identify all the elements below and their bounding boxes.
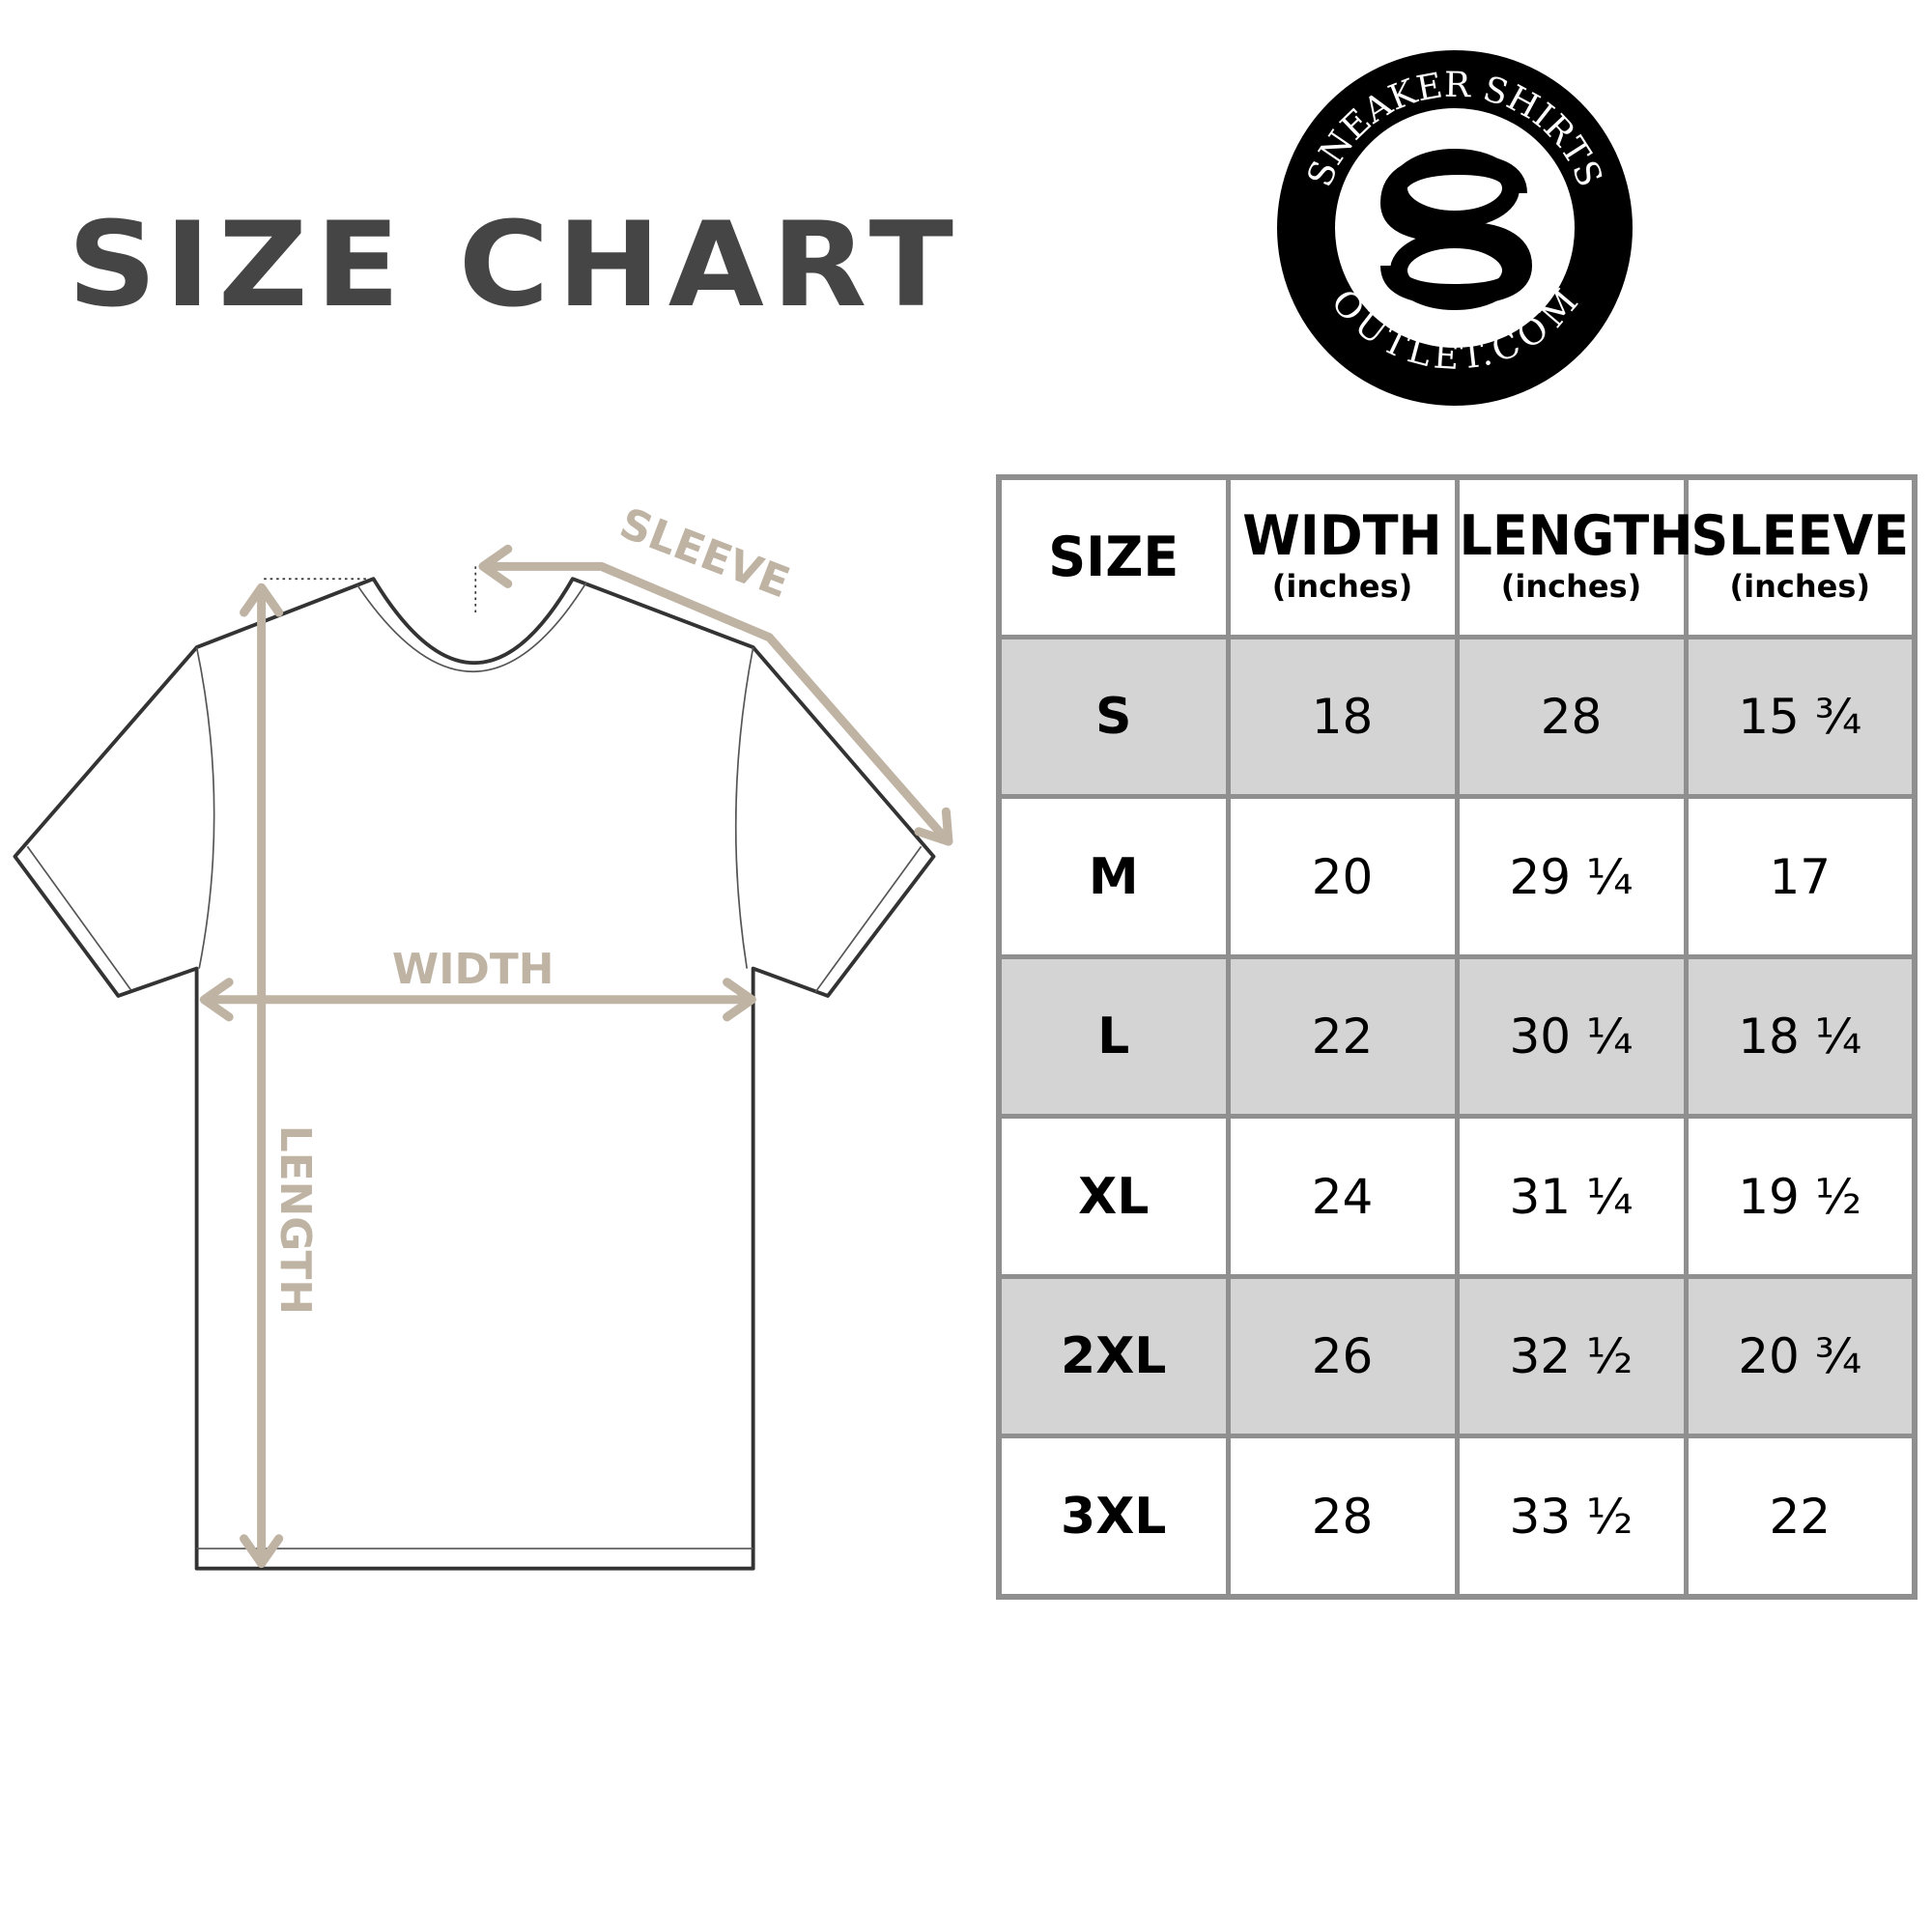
table-header-row: SIZE WIDTH (inches) LENGTH (inches) SLEEVE… xyxy=(996,474,1918,639)
sleeve-cell: 17 xyxy=(1683,794,1918,959)
width-cell: 18 xyxy=(1225,634,1460,800)
size-cell: M xyxy=(996,794,1231,959)
length-cell: 30 ¼ xyxy=(1454,953,1689,1120)
tshirt-outline xyxy=(13,577,936,1571)
header-length: LENGTH (inches) xyxy=(1454,474,1692,639)
width-label: WIDTH xyxy=(392,945,554,994)
sleeve-label: SLEEVE xyxy=(613,498,796,608)
table-row: L 22 30 ¼ 18 ¼ xyxy=(996,953,1918,1120)
sleeve-arrow xyxy=(478,544,953,846)
width-arrow xyxy=(199,978,756,1022)
sneaker-shirts-outlet-logo: SNEAKER SHIRTS OUTLET.COM xyxy=(1277,50,1633,406)
width-cell: 20 xyxy=(1225,794,1460,959)
sleeve-cell: 19 ½ xyxy=(1683,1114,1918,1279)
length-label: LENGTH xyxy=(270,1125,320,1315)
sleeve-cell: 20 ¾ xyxy=(1683,1273,1918,1439)
size-cell: 3XL xyxy=(996,1434,1231,1600)
header-width: WIDTH (inches) xyxy=(1225,474,1460,639)
table-row: 2XL 26 32 ½ 20 ¾ xyxy=(996,1273,1918,1439)
size-cell: S xyxy=(996,634,1231,800)
size-cell: L xyxy=(996,953,1231,1120)
width-cell: 26 xyxy=(1225,1273,1460,1439)
page-title: SIZE CHART xyxy=(68,196,961,334)
sleeve-cell: 15 ¾ xyxy=(1683,634,1918,800)
width-cell: 28 xyxy=(1225,1434,1460,1600)
table-row: M 20 29 ¼ 17 xyxy=(996,794,1918,959)
tshirt-seams xyxy=(26,582,923,1549)
length-cell: 33 ½ xyxy=(1454,1434,1689,1600)
length-cell: 29 ¼ xyxy=(1454,794,1689,959)
width-cell: 24 xyxy=(1225,1114,1460,1279)
monogram-icon xyxy=(1379,149,1533,310)
length-cell: 32 ½ xyxy=(1454,1273,1689,1439)
length-arrow xyxy=(240,582,284,1569)
size-cell: XL xyxy=(996,1114,1231,1279)
size-cell: 2XL xyxy=(996,1273,1231,1439)
sleeve-cell: 18 ¼ xyxy=(1683,953,1918,1120)
width-cell: 22 xyxy=(1225,953,1460,1120)
header-size: SIZE xyxy=(996,474,1231,639)
length-cell: 28 xyxy=(1454,634,1689,800)
header-sleeve: SLEEVE (inches) xyxy=(1683,474,1918,639)
measure-guides xyxy=(264,566,477,613)
length-cell: 31 ¼ xyxy=(1454,1114,1689,1279)
table-row: 3XL 28 33 ½ 22 xyxy=(996,1434,1918,1600)
table-row: XL 24 31 ¼ 19 ½ xyxy=(996,1114,1918,1279)
size-table: SIZE WIDTH (inches) LENGTH (inches) SLEEVE… xyxy=(996,474,1918,1600)
table-row: S 18 28 15 ¾ xyxy=(996,634,1918,800)
sleeve-cell: 22 xyxy=(1683,1434,1918,1600)
